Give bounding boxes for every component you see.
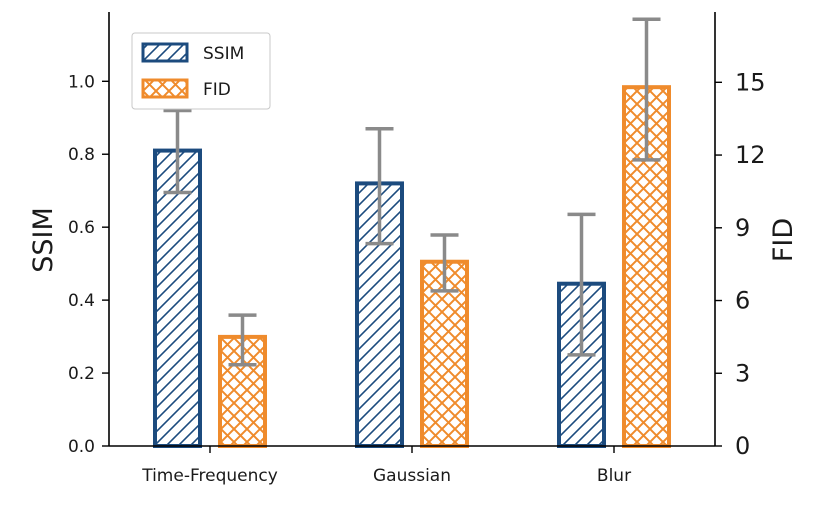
x-tick-label: Blur	[597, 466, 631, 486]
error-bar-ssim-time-frequency	[163, 108, 192, 195]
error-bars	[163, 17, 661, 367]
error-bar-fid-time-frequency	[228, 313, 257, 367]
left-tick-label: 0.4	[68, 291, 95, 311]
error-bar-ssim-gaussian	[365, 126, 394, 246]
left-tick-label: 0.6	[68, 218, 95, 238]
left-tick-label: 0.2	[68, 364, 95, 384]
legend-label-ssim: SSIM	[203, 44, 244, 64]
left-axis-title: SSIM	[28, 207, 59, 273]
bar-ssim-blur	[557, 281, 606, 448]
right-tick-label: 3	[735, 359, 750, 387]
legend-swatch-fid	[141, 78, 189, 99]
legend-swatch-ssim	[141, 42, 189, 63]
left-tick-label: 0.0	[68, 437, 95, 457]
right-tick-label: 0	[735, 432, 750, 460]
x-tick-label: Time-Frequency	[141, 466, 278, 486]
right-tick-label: 15	[735, 68, 766, 96]
right-tick-label: 9	[735, 214, 750, 242]
legend-label-fid: FID	[203, 80, 231, 100]
error-bar-ssim-blur	[567, 212, 596, 357]
error-bar-fid-blur	[632, 17, 661, 162]
right-axis-title: FID	[768, 218, 799, 262]
legend: SSIM FID	[131, 32, 271, 110]
x-tick-label: Gaussian	[373, 466, 451, 486]
left-tick-label: 0.8	[68, 145, 95, 165]
error-bar-fid-gaussian	[430, 233, 459, 293]
left-tick-label: 1.0	[68, 72, 95, 92]
ticks: 0.0 0.2 0.4 0.6 0.8 1.0 0 3 6 9 12 15 Time-Frequency…	[68, 68, 766, 486]
bars	[153, 85, 671, 449]
bar-ssim-time-frequency	[153, 148, 202, 449]
right-tick-label: 12	[735, 141, 766, 169]
right-tick-label: 6	[735, 287, 750, 315]
